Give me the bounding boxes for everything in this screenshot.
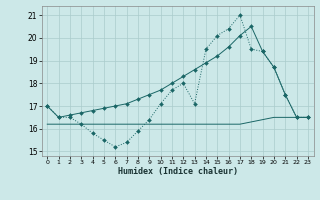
X-axis label: Humidex (Indice chaleur): Humidex (Indice chaleur) bbox=[118, 167, 237, 176]
